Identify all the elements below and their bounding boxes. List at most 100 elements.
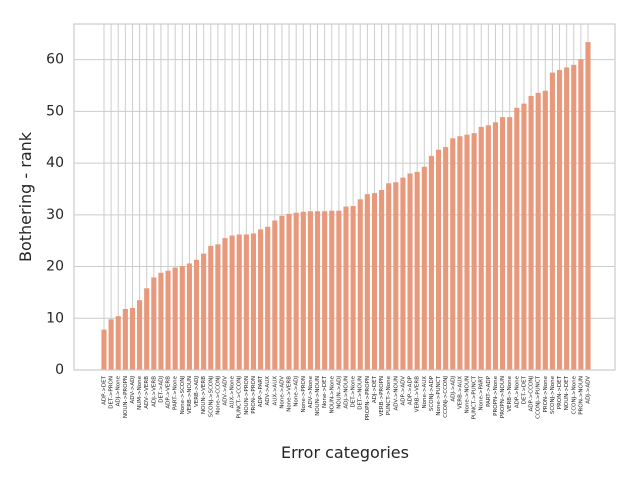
x-tick-label: VERB->PROPN [379, 376, 385, 416]
bar [314, 211, 321, 370]
bar [379, 190, 385, 370]
bar [400, 177, 406, 370]
x-axis-label: Error categories [281, 443, 409, 462]
bar [250, 233, 257, 370]
bar [514, 107, 520, 370]
x-tick-label: NOUN->DET [564, 375, 570, 410]
bar [108, 319, 114, 370]
x-tick-label: ADV->ADJ [130, 376, 136, 404]
y-tick-label: 10 [46, 310, 64, 326]
bar [300, 211, 306, 370]
bar [137, 300, 143, 370]
bar [556, 70, 563, 370]
y-tick-label: 20 [46, 259, 64, 275]
bar [222, 238, 228, 370]
x-tick-label: None->VERB [287, 376, 293, 412]
x-tick-label: None->SCONJ [180, 376, 186, 415]
x-tick-label: DET->None [351, 375, 357, 407]
bar [450, 138, 456, 370]
bar [457, 136, 463, 370]
x-tick-label: ADP->DET [102, 375, 108, 404]
bar [172, 267, 178, 370]
bar [371, 193, 378, 370]
x-tick-label: AUX->None [230, 375, 236, 408]
bar [585, 42, 591, 370]
bar [578, 59, 584, 370]
y-tick-label: 30 [46, 207, 64, 223]
x-tick-label: ADV->AUX [265, 376, 271, 406]
x-tick-label: AUX->AUX [272, 376, 278, 406]
x-tick-label: CCONJ->PUNCT [536, 375, 542, 418]
x-tick-label: ADP->ADP [408, 375, 414, 405]
bar [535, 92, 541, 370]
bar [350, 206, 356, 370]
plot-frame [73, 23, 616, 371]
x-tick-label: PROPN->PROPN [365, 376, 371, 420]
x-tick-label: VERB->VERB [415, 376, 421, 412]
x-tick-label: ADP->PART [258, 375, 264, 407]
x-tick-label: SCONJ->SCONJ [208, 376, 214, 418]
x-tick-label: None->ADJ [294, 376, 300, 407]
x-tick-label: ADV->None [308, 375, 314, 408]
bar [549, 72, 555, 370]
x-tick-label: PRON->DET [557, 375, 563, 409]
x-tick-label: PRON->None [543, 375, 549, 412]
bar [528, 95, 534, 370]
bar [428, 155, 434, 370]
x-tick-label: DET->DET [521, 375, 527, 404]
x-tick-label: CCONJ->None [571, 375, 577, 414]
bar [421, 166, 427, 370]
bar [293, 212, 299, 370]
bar [386, 183, 392, 370]
y-axis-label: Bothering - rank [16, 131, 35, 262]
x-tick-label: None->DET [322, 375, 328, 408]
x-tick-label: ADJ->ADJ [450, 376, 456, 402]
x-tick-label: DET->ADJ [158, 376, 164, 403]
bar [571, 64, 577, 370]
x-tick-label: ADV->ADV [223, 376, 229, 406]
bar [151, 277, 157, 370]
bar [144, 288, 150, 370]
bar [279, 215, 285, 370]
bar [329, 210, 335, 370]
x-tick-label: PART->None [173, 375, 179, 410]
y-tick-label: 60 [46, 52, 64, 68]
x-tick-label: None->CCONJ [215, 376, 221, 415]
bar [414, 171, 420, 370]
x-tick-label: PUNCT->PUNCT [472, 375, 478, 419]
x-tick-label: DET->PRON [109, 376, 115, 409]
bar [500, 117, 506, 370]
bar [307, 211, 313, 370]
bar [286, 213, 292, 370]
x-tick-label: ADP->CCONJ [529, 376, 535, 412]
bar [357, 199, 363, 370]
x-tick-label: ADV->VERB [144, 376, 150, 409]
x-tick-label: None->PUNCT [436, 375, 442, 415]
x-tick-label: PUNCT->None [386, 375, 392, 415]
bar [507, 117, 513, 370]
bar [322, 211, 328, 370]
x-tick-label: SCONJ->ADP [429, 375, 435, 411]
bar [129, 307, 136, 370]
x-tick-label: None->AUX [422, 376, 428, 409]
x-tick-label: ADJ->None [116, 375, 122, 406]
x-tick-label: PROPN->None [493, 375, 499, 415]
bar [435, 149, 442, 370]
bar [265, 226, 271, 370]
x-tick-label: NOUN->PRON [244, 376, 250, 415]
x-tick-label: NOUN->ADJ [336, 376, 342, 409]
bar [407, 173, 413, 370]
bar [492, 122, 499, 370]
bar [101, 329, 107, 370]
x-tick-label: NUM->None [137, 375, 143, 409]
x-tick-label: VERB->AUX [457, 376, 463, 409]
y-tick-label: 0 [55, 362, 64, 378]
x-tick-label: ADV->NOUN [393, 376, 399, 411]
bar [179, 266, 185, 370]
bar [243, 234, 249, 370]
x-tick-label: None->PART [479, 375, 485, 410]
x-tick-label: VERB->None [507, 375, 513, 411]
bar [464, 134, 470, 370]
bar [165, 270, 171, 370]
x-tick-label: ADJ->NOUN [344, 376, 350, 409]
